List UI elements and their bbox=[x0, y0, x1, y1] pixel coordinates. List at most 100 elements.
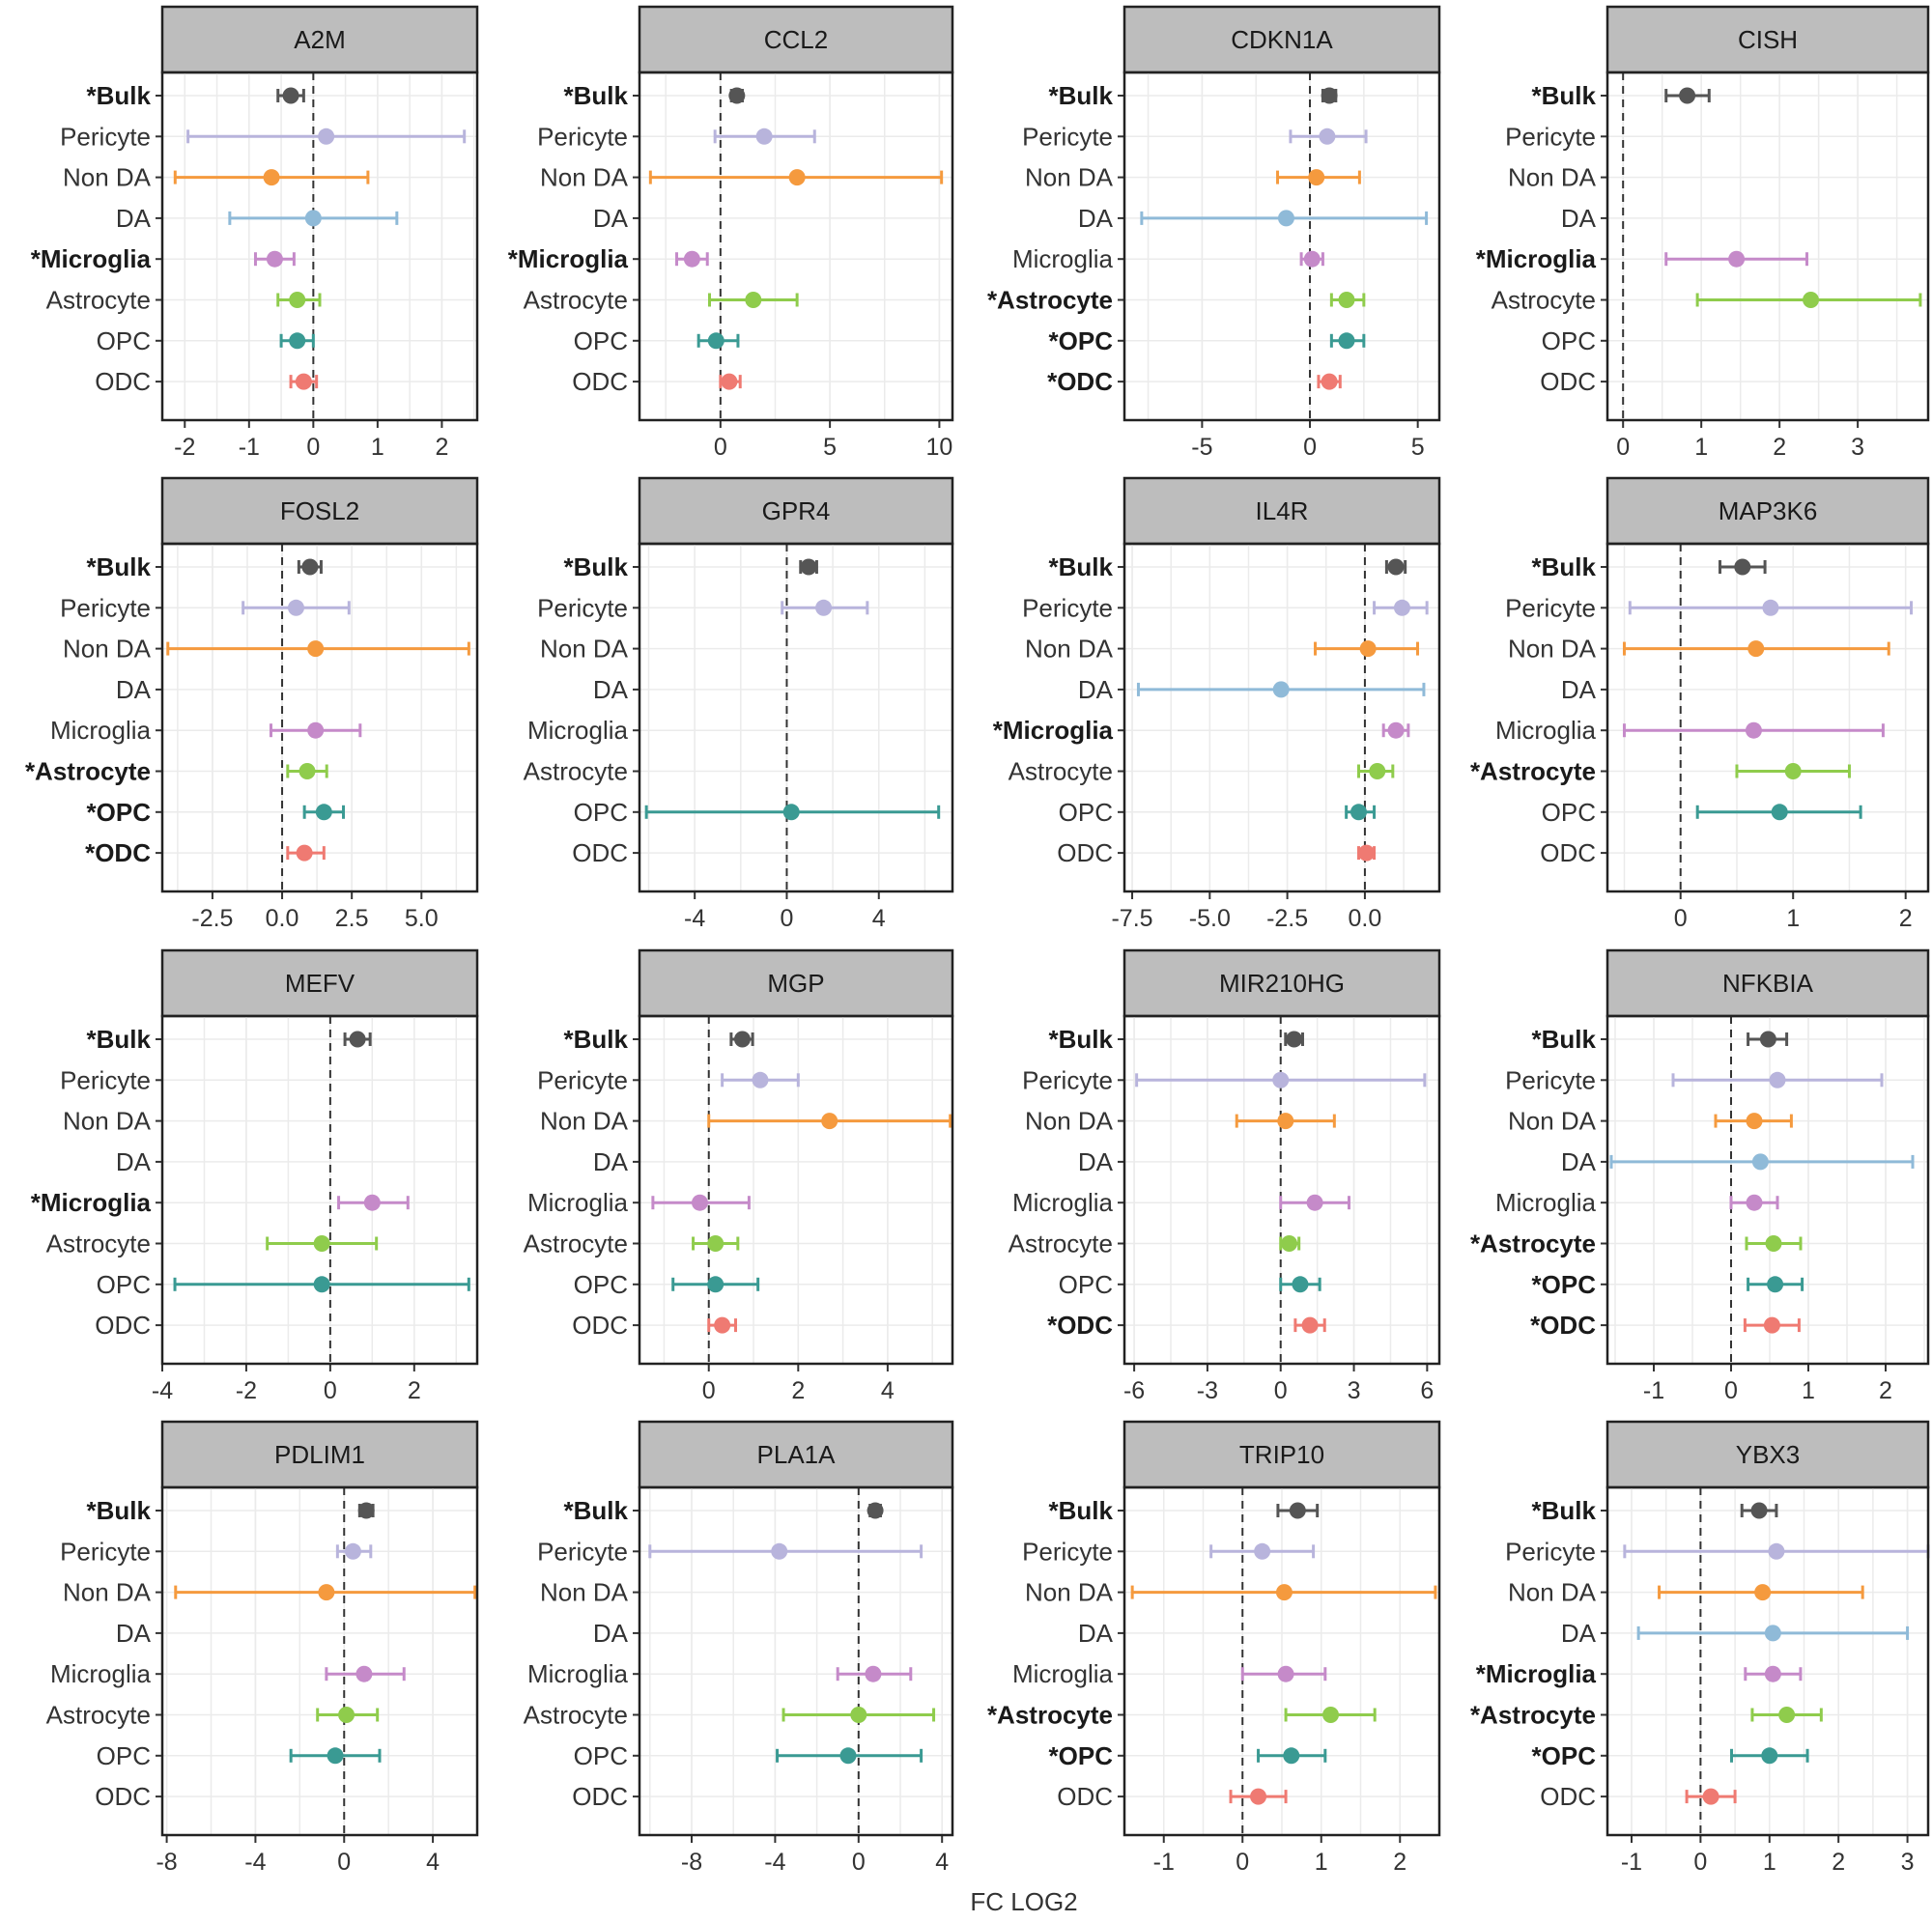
x-tick-label: 0 bbox=[306, 434, 320, 461]
data-point bbox=[1746, 1113, 1763, 1130]
data-point bbox=[707, 1276, 724, 1293]
data-point bbox=[1387, 558, 1405, 576]
data-point bbox=[315, 804, 332, 821]
x-tick-label: 1 bbox=[1694, 434, 1708, 461]
facet-strip bbox=[160, 1420, 479, 1489]
panel-border bbox=[1122, 542, 1441, 893]
facet-title: CDKN1A bbox=[1231, 25, 1333, 54]
y-tick-label: *ODC bbox=[85, 838, 151, 867]
panel-border bbox=[1122, 71, 1441, 422]
data-point bbox=[301, 558, 319, 576]
y-tick-label: Astrocyte bbox=[46, 1701, 151, 1730]
data-point bbox=[1250, 1788, 1267, 1805]
x-tick-label: -5 bbox=[1191, 434, 1212, 461]
data-point bbox=[1778, 1707, 1796, 1723]
data-point bbox=[296, 844, 313, 862]
facet-title: MEFV bbox=[285, 969, 355, 998]
panel-nfkbia: NFKBIA *Bulk Pericyte Non DA DA Microglia *Ast… bbox=[1470, 948, 1930, 1404]
data-point bbox=[263, 169, 280, 186]
y-tick-label: *OPC bbox=[87, 798, 152, 827]
facet-title: MAP3K6 bbox=[1719, 496, 1818, 525]
y-tick-label: Microglia bbox=[1012, 1188, 1114, 1217]
panel-border bbox=[1122, 1014, 1441, 1366]
data-point bbox=[1321, 87, 1338, 104]
facet-strip bbox=[638, 5, 954, 74]
x-tick-label: 0 bbox=[714, 434, 727, 461]
y-tick-label: DA bbox=[116, 1619, 152, 1648]
data-point bbox=[821, 1113, 838, 1130]
data-point bbox=[1286, 1031, 1303, 1048]
y-tick-label: *Bulk bbox=[1049, 1025, 1114, 1054]
y-tick-label: *Astrocyte bbox=[987, 1701, 1113, 1730]
y-tick-label: ODC bbox=[95, 367, 151, 396]
data-point bbox=[788, 169, 806, 186]
data-point bbox=[771, 1542, 788, 1560]
data-point bbox=[1393, 599, 1410, 616]
data-point bbox=[1764, 1625, 1781, 1642]
x-tick-label: 4 bbox=[881, 1377, 895, 1404]
panel-mir210hg: MIR210HG *Bulk Pericyte Non DA DA Microglia As… bbox=[1009, 948, 1441, 1404]
x-tick-label: -7.5 bbox=[1111, 905, 1152, 932]
x-tick-label: 1 bbox=[1786, 905, 1800, 932]
panel-ybx3: YBX3 *Bulk Pericyte Non DA DA *Microglia *Astr… bbox=[1470, 1420, 1930, 1876]
x-tick-label: -6 bbox=[1123, 1377, 1145, 1404]
y-tick-label: DA bbox=[116, 204, 152, 233]
facet-title: PLA1A bbox=[757, 1440, 837, 1469]
y-tick-label: Microglia bbox=[50, 1659, 152, 1688]
data-point bbox=[1803, 292, 1820, 308]
y-tick-label: *OPC bbox=[1049, 326, 1114, 355]
data-point bbox=[357, 1502, 375, 1519]
panel-border bbox=[160, 542, 479, 893]
x-tick-label: -5.0 bbox=[1189, 905, 1231, 932]
data-point bbox=[1746, 1194, 1763, 1211]
data-point bbox=[1747, 640, 1765, 658]
facet-strip bbox=[1122, 948, 1441, 1018]
y-tick-label: Non DA bbox=[540, 163, 629, 192]
facet-strip bbox=[1122, 476, 1441, 546]
y-tick-label: *Bulk bbox=[87, 552, 152, 581]
data-point bbox=[1764, 1665, 1781, 1682]
facet-title: IL4R bbox=[1256, 496, 1309, 525]
y-tick-label: Non DA bbox=[1508, 635, 1597, 664]
data-point bbox=[307, 721, 325, 739]
x-tick-label: -2.5 bbox=[191, 905, 233, 932]
data-point bbox=[313, 1235, 330, 1252]
x-tick-label: 0 bbox=[1616, 434, 1630, 461]
y-tick-label: *OPC bbox=[1532, 1741, 1597, 1770]
y-tick-label: Microglia bbox=[50, 716, 152, 745]
y-tick-label: DA bbox=[1078, 675, 1114, 704]
y-tick-label: *Microglia bbox=[508, 244, 629, 273]
y-tick-label: Non DA bbox=[1025, 635, 1114, 664]
y-tick-label: Pericyte bbox=[1022, 593, 1113, 622]
data-point bbox=[1750, 1502, 1768, 1519]
y-tick-label: Astrocyte bbox=[524, 286, 628, 315]
x-tick-label: 0 bbox=[1693, 1849, 1707, 1876]
data-point bbox=[344, 1542, 361, 1560]
y-tick-label: OPC bbox=[1542, 326, 1596, 355]
x-tick-label: 1 bbox=[1802, 1377, 1815, 1404]
y-tick-label: ODC bbox=[1057, 1782, 1113, 1811]
data-point bbox=[1277, 1665, 1294, 1682]
data-point bbox=[295, 373, 312, 390]
data-point bbox=[1769, 1071, 1786, 1088]
x-tick-label: 2 bbox=[435, 434, 448, 461]
data-point bbox=[745, 292, 762, 308]
panel-ccl2: CCL2 *Bulk Pericyte Non DA DA *Microglia Astro… bbox=[508, 5, 954, 461]
facet-strip bbox=[1605, 948, 1930, 1018]
facet-strip bbox=[1605, 1420, 1930, 1489]
y-tick-label: *Bulk bbox=[1049, 81, 1114, 110]
x-tick-label: 6 bbox=[1420, 1377, 1434, 1404]
x-tick-label: 5 bbox=[1411, 434, 1425, 461]
x-tick-label: 0 bbox=[324, 1377, 337, 1404]
data-point bbox=[298, 763, 316, 779]
panel-border bbox=[638, 1014, 954, 1366]
panel-border bbox=[1605, 542, 1930, 893]
panel-gpr4: GPR4 *Bulk Pericyte Non DA DA Microglia Astroc… bbox=[524, 476, 954, 932]
data-point bbox=[1281, 1235, 1298, 1252]
x-tick-label: 2 bbox=[1899, 905, 1913, 932]
y-tick-label: Non DA bbox=[63, 1578, 152, 1607]
data-point bbox=[721, 373, 738, 390]
y-tick-label: *Bulk bbox=[1532, 1025, 1597, 1054]
x-tick-label: -8 bbox=[681, 1849, 702, 1876]
